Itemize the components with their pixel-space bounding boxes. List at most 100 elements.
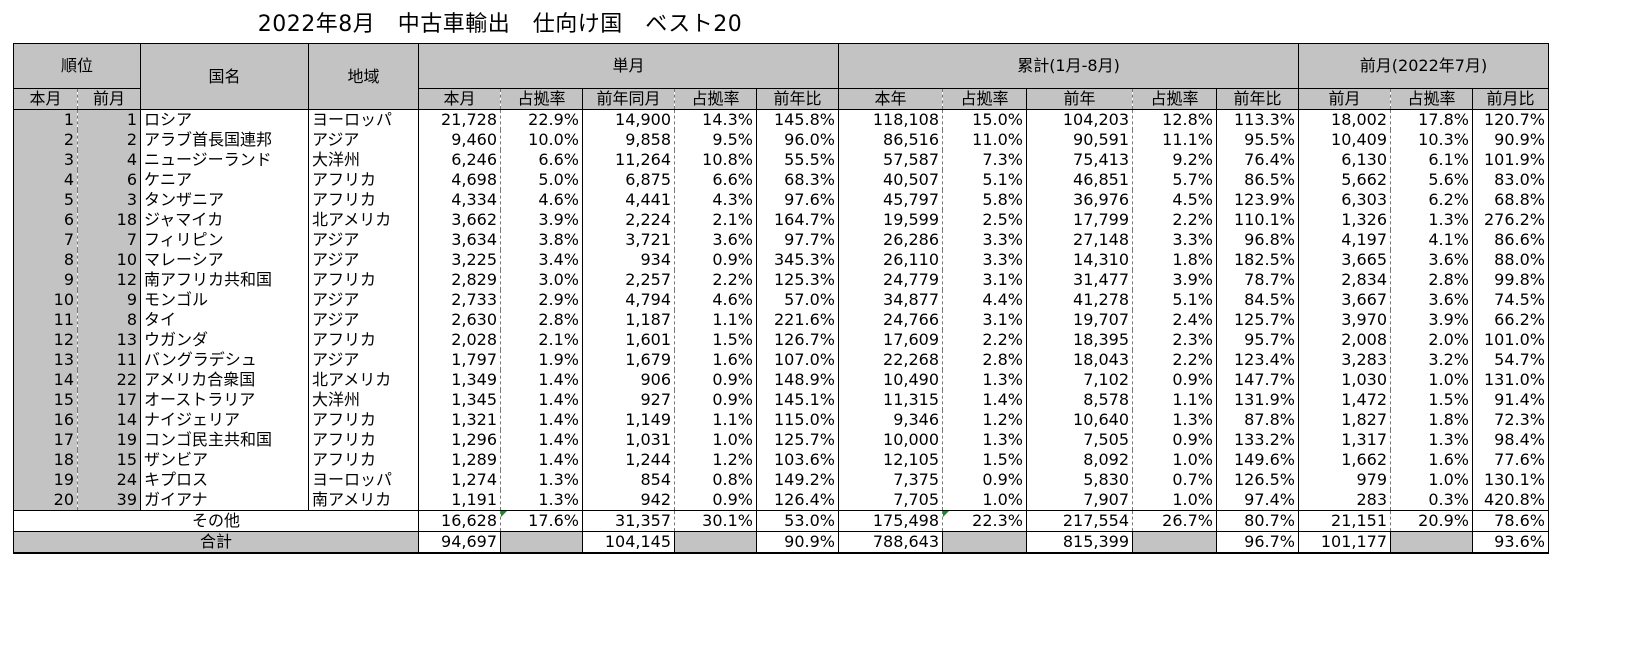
table-cell: 86.6% <box>1472 230 1549 250</box>
table-cell: 14.3% <box>674 109 757 130</box>
table-cell: 2,733 <box>451 290 497 309</box>
table-cell: 1,601 <box>582 330 675 350</box>
header-country: 国名 <box>140 43 309 110</box>
table-cell: 3.1% <box>942 270 1027 290</box>
table-cell: 1 <box>13 109 78 130</box>
table-cell: 420.8% <box>1472 490 1549 511</box>
other-cell: 21,151 <box>1298 510 1391 532</box>
table-cell: 39 <box>77 490 141 511</box>
table-cell: 1.0% <box>1390 470 1473 490</box>
table-cell: 101.9% <box>1472 150 1549 170</box>
table-cell: 24,766 <box>883 310 939 329</box>
table-row: 9 12 南アフリカ共和国 アフリカ 2,829 3.0% 2,257 2.2% 125.3% 2… <box>13 270 1549 290</box>
table-cell: ザンビア <box>144 450 209 469</box>
table-cell: アジア <box>308 310 419 330</box>
table-cell: 95.5% <box>1216 130 1299 150</box>
total-cell: 96.7% <box>1216 531 1299 554</box>
table-cell: 2.8% <box>1390 270 1473 290</box>
table-cell: 3.3% <box>942 250 1027 270</box>
table-cell: 1.4% <box>500 410 583 430</box>
table-cell: 276.2% <box>1472 210 1549 230</box>
table-cell: 3 <box>77 190 141 210</box>
other-cell: 78.6% <box>1472 510 1549 532</box>
table-cell: 10,409 <box>1331 130 1387 149</box>
table-cell: 1,827 <box>1341 410 1387 429</box>
table-cell: 98.4% <box>1472 430 1549 450</box>
table-cell: 66.2% <box>1472 310 1549 330</box>
table-cell: アジア <box>308 290 419 310</box>
table-cell: 126.7% <box>756 330 839 350</box>
header-c-share: 占拠率 <box>942 88 1027 110</box>
table-cell: 103.6% <box>756 450 839 470</box>
table-cell: 2 <box>77 130 141 150</box>
table-cell: 131.0% <box>1472 370 1549 390</box>
table-cell: 1 <box>77 109 141 130</box>
table-row: 3 4 ニュージーランド 大洋州 6,246 6.6% 11,264 10.8% 55.5% 57… <box>13 150 1549 170</box>
table-cell: 大洋州 <box>308 150 419 170</box>
header-rank-prev: 前月 <box>77 88 141 110</box>
table-cell: 4,794 <box>582 290 675 310</box>
table-row: 7 7 フィリピン アジア 3,634 3.8% 3,721 3.6% 97.7% 26,286 3… <box>13 230 1549 250</box>
table-cell: 2,028 <box>451 330 497 349</box>
table-cell: 6.1% <box>1390 150 1473 170</box>
table-cell: 4.5% <box>1132 190 1217 210</box>
total-cell: 90.9% <box>756 531 839 554</box>
table-cell: 3,970 <box>1341 310 1387 329</box>
table-cell: 北アメリカ <box>308 210 419 230</box>
table-cell: 24,779 <box>883 270 939 289</box>
total-cell <box>942 531 1027 554</box>
table-cell: 3,721 <box>582 230 675 250</box>
table-cell: 10 <box>13 290 78 310</box>
table-cell: 17.8% <box>1390 109 1473 130</box>
table-cell: キプロス <box>144 470 209 489</box>
table-cell: 1.1% <box>674 410 757 430</box>
table-cell: 18,002 <box>1331 110 1387 129</box>
table-cell: 110.1% <box>1216 210 1299 230</box>
header-m-prev-year: 前年同月 <box>582 88 675 110</box>
table-cell: 2.2% <box>942 330 1027 350</box>
table-cell: アメリカ合衆国 <box>144 370 256 389</box>
table-cell: 20 <box>13 490 78 511</box>
table-cell: 104,203 <box>1026 109 1133 130</box>
table-cell: 1,030 <box>1341 370 1387 389</box>
table-cell: 147.7% <box>1216 370 1299 390</box>
table-cell: 2.1% <box>500 330 583 350</box>
table-cell: 72.3% <box>1472 410 1549 430</box>
table-cell: 4.1% <box>1390 230 1473 250</box>
table-cell: 5 <box>13 190 78 210</box>
other-cell: 22.3% <box>942 510 1027 532</box>
table-cell: 934 <box>582 250 675 270</box>
table-cell: 1.4% <box>500 450 583 470</box>
table-cell: 1.4% <box>500 430 583 450</box>
table-cell: 2.4% <box>1132 310 1217 330</box>
total-cell: 101,177 <box>1298 531 1391 554</box>
table-cell: 2,834 <box>1341 270 1387 289</box>
table-row: 1 1 ロシア ヨーロッパ 21,728 22.9% 14,900 14.3% 145.8% 11… <box>13 109 1549 130</box>
table-cell: 大洋州 <box>308 390 419 410</box>
table-cell: 3,667 <box>1341 290 1387 309</box>
table-cell: 2.2% <box>1132 210 1217 230</box>
table-cell: 10,490 <box>883 370 939 389</box>
table-cell: 0.9% <box>674 390 757 410</box>
table-cell: 1.2% <box>674 450 757 470</box>
table-cell: 19 <box>13 470 78 490</box>
table-cell: 0.7% <box>1132 470 1217 490</box>
table-cell: 1.9% <box>500 350 583 370</box>
table-cell: 125.7% <box>1216 310 1299 330</box>
header-p-share: 占拠率 <box>1390 88 1473 110</box>
table-cell: 126.5% <box>1216 470 1299 490</box>
table-cell: 0.3% <box>1390 490 1473 511</box>
table-cell: 115.0% <box>756 410 839 430</box>
table-cell: 1,472 <box>1341 390 1387 409</box>
table-cell: 3.3% <box>942 230 1027 250</box>
table-cell: アフリカ <box>308 270 419 290</box>
table-cell: 1.8% <box>1390 410 1473 430</box>
table-cell: 34,877 <box>883 290 939 309</box>
table-cell: 4,698 <box>451 170 497 189</box>
table-cell: 118,108 <box>872 110 939 129</box>
table-cell: 78.7% <box>1216 270 1299 290</box>
table-cell: 57,587 <box>883 150 939 169</box>
table-cell: 0.9% <box>1132 430 1217 450</box>
table-cell: 7,907 <box>1026 490 1133 511</box>
table-cell: 2.2% <box>674 270 757 290</box>
